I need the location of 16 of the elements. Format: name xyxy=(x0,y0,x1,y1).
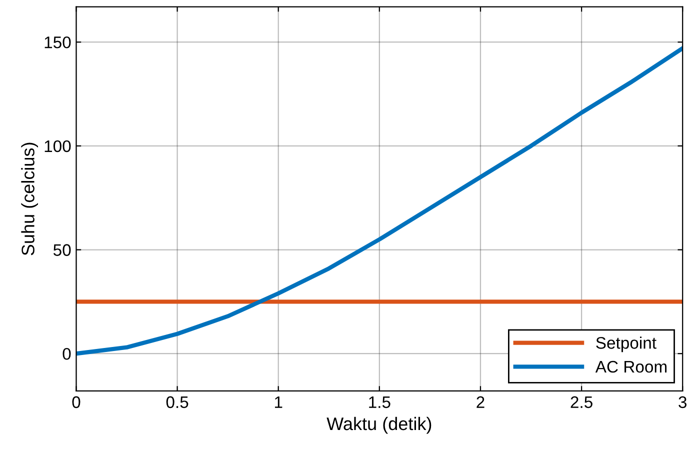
x-axis-title: Waktu (detik) xyxy=(326,416,432,434)
x-tick-label: 0.5 xyxy=(166,396,188,408)
x-tick-label: 2 xyxy=(476,396,484,408)
x-tick-label: 1 xyxy=(274,396,282,408)
line-series xyxy=(76,46,683,356)
y-tick-label: 50 xyxy=(54,244,71,256)
x-tick-label: 0 xyxy=(72,396,80,408)
x-tick-label: 1.5 xyxy=(369,396,390,408)
x-tick-label: 2.5 xyxy=(570,396,592,408)
x-tick-label: 3 xyxy=(678,396,687,408)
y-axis-title: Suhu (celcius) xyxy=(21,142,38,256)
y-tick-label: 0 xyxy=(62,348,71,360)
y-tick-label: 150 xyxy=(44,36,71,48)
y-tick-label: 100 xyxy=(44,140,71,152)
legend-label: Setpoint xyxy=(596,336,656,352)
legend-label: AC Room xyxy=(595,360,667,373)
